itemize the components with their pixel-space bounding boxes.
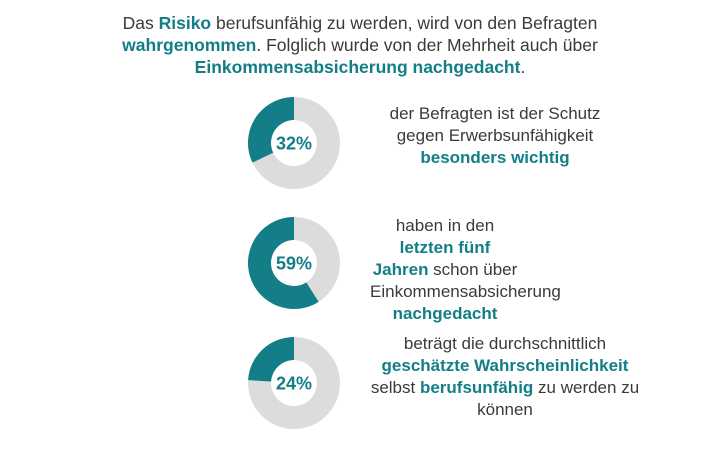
donut-chart: 24% [248, 337, 340, 429]
highlight-text: wahrgenommen [122, 35, 257, 55]
body-text: selbst [370, 378, 420, 397]
donut-value-arc [248, 337, 294, 382]
stat-caption: haben in den letzten fünf Jahren schon ü… [370, 215, 561, 325]
highlight-text: letzten fünf Jahren [372, 238, 491, 279]
highlight-text: berufsunfähig [419, 378, 534, 397]
body-text: schon über Einkommensabsicherung [370, 260, 561, 301]
donut-value-label: 59% [276, 254, 312, 274]
highlight-text: Risiko [158, 13, 212, 33]
stat-row: 59% haben in den letzten fünf Jahren sch… [0, 213, 720, 323]
highlight-text: nachgedacht [392, 304, 498, 323]
intro-text: Das Risiko berufsunfähig zu werden, wird… [80, 12, 640, 78]
body-text: haben in den [395, 216, 495, 235]
body-text: Das [122, 13, 159, 33]
stat-caption: beträgt die durchschnittlich geschätzte … [360, 333, 650, 421]
highlight-text: besonders wichtig [420, 148, 570, 167]
donut-value-label: 24% [276, 374, 312, 394]
body-text: . [520, 57, 526, 77]
body-text: . Folglich wurde von der Mehrheit auch ü… [256, 35, 598, 55]
donut-chart: 59% [247, 217, 340, 309]
body-text: der Befragten ist der Schutz gegen Erwer… [389, 104, 601, 145]
stat-row: 32% der Befragten ist der Schutz gegen E… [0, 93, 720, 203]
highlight-text: Einkommensabsicherung nachgedacht [194, 57, 521, 77]
stat-caption: der Befragten ist der Schutz gegen Erwer… [370, 103, 620, 169]
body-text: berufsunfähig zu werden, wird von den Be… [211, 13, 598, 33]
highlight-text: geschätzte Wahrscheinlichkeit [381, 356, 629, 375]
donut-value-label: 32% [276, 134, 312, 154]
stat-row: 24% beträgt die durchschnittlich geschät… [0, 333, 720, 443]
donut-value-arc [247, 217, 319, 309]
donut-chart: 32% [248, 97, 340, 189]
donut-value-arc [248, 97, 294, 163]
body-text: zu werden zu können [477, 378, 640, 419]
body-text: beträgt die durchschnittlich [403, 334, 607, 353]
